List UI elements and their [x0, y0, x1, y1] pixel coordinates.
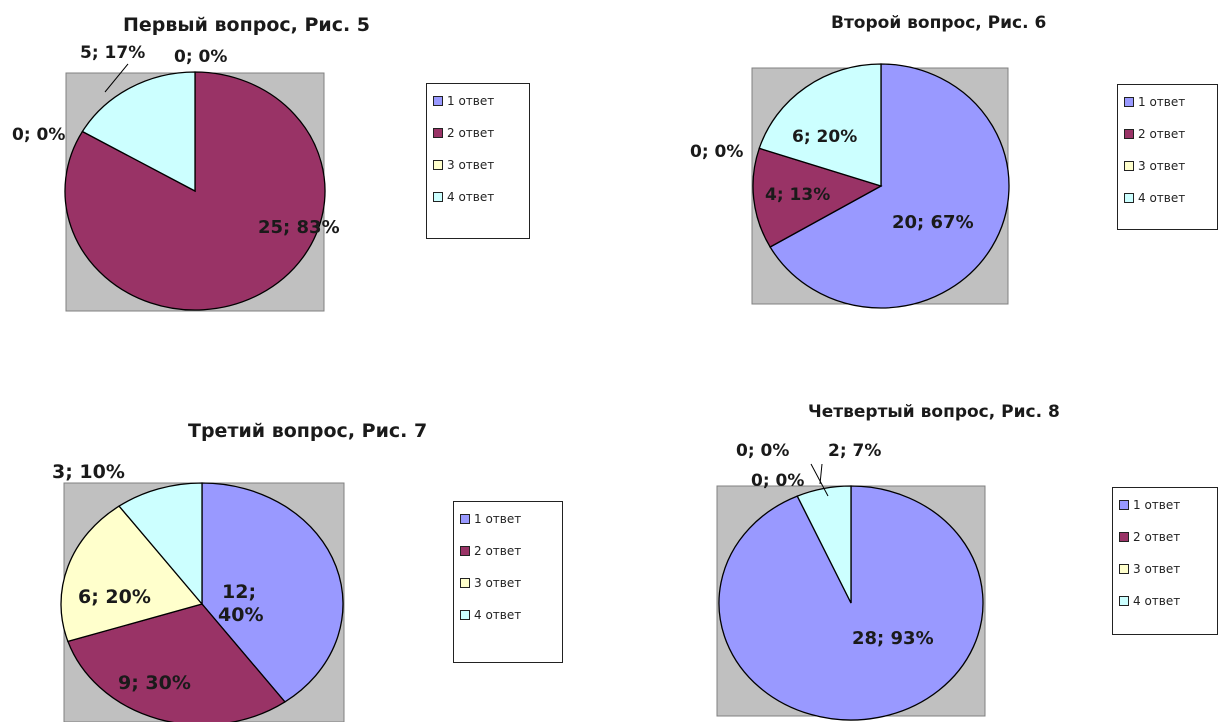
legend-item-answer3: 3 ответ: [1124, 159, 1211, 173]
pie-chart-2: 20; 67% 4; 13% 0; 0% 6; 20%: [690, 63, 1010, 309]
swatch-answer4: [433, 192, 443, 202]
data-label-3: 0; 0%: [12, 125, 65, 145]
chart-panel-3: Третий вопрос, Рис. 7 12; 40% 9; 30% 6; 20%…: [0, 380, 600, 722]
legend-item-answer3: 3 ответ: [433, 158, 523, 172]
legend-label: 2 ответ: [1133, 530, 1181, 544]
data-label-3: 0; 0%: [690, 142, 743, 162]
swatch-answer3: [1124, 161, 1134, 171]
legend-label: 3 ответ: [474, 576, 522, 590]
pie-chart-4: 28; 93% 0; 0% 0; 0% 2; 7%: [716, 441, 986, 721]
leader-line: [104, 63, 129, 93]
swatch-answer3: [433, 160, 443, 170]
pie-slice-4: [758, 63, 882, 187]
data-label-3: 6; 20%: [78, 586, 151, 608]
swatch-answer4: [460, 610, 470, 620]
legend-item-answer4: 4 ответ: [460, 608, 556, 622]
chart-panel-2: Второй вопрос, Рис. 6 20; 67% 4; 13% 0; 0%…: [600, 0, 1218, 340]
chart-title: Второй вопрос, Рис. 6: [831, 13, 1047, 33]
data-label-2: 0; 0%: [751, 471, 804, 491]
pie-slice-4: [81, 71, 196, 193]
swatch-answer1: [460, 514, 470, 524]
swatch-answer2: [1124, 129, 1134, 139]
data-label-2: 4; 13%: [765, 185, 830, 205]
pie-slice-1: [201, 482, 344, 703]
legend-item-answer2: 2 ответ: [460, 544, 556, 558]
legend-item-answer3: 3 ответ: [460, 576, 556, 590]
data-label-1: 12; 40%: [218, 581, 263, 626]
swatch-answer3: [460, 578, 470, 588]
legend-item-answer1: 1 ответ: [1124, 95, 1211, 109]
legend-item-answer2: 2 ответ: [1119, 530, 1211, 544]
legend-label: 1 ответ: [474, 512, 522, 526]
leader-line: [819, 463, 823, 485]
legend-label: 2 ответ: [447, 126, 495, 140]
leader-line: [810, 463, 829, 497]
legend-label: 2 ответ: [1138, 127, 1186, 141]
data-label-4: 3; 10%: [52, 461, 125, 483]
swatch-answer4: [1119, 596, 1129, 606]
pie-slice-3: [60, 505, 204, 643]
pie-slice-2: [67, 603, 286, 722]
chart-title: Первый вопрос, Рис. 5: [123, 14, 371, 36]
pie-slice-2: [752, 147, 883, 248]
pie-slice-1: [769, 63, 1010, 309]
legend-item-answer4: 4 ответ: [1124, 191, 1211, 205]
data-label-2: 9; 30%: [118, 672, 191, 694]
legend: 1 ответ 2 ответ 3 ответ 4 ответ: [453, 501, 563, 663]
swatch-answer4: [1124, 193, 1134, 203]
chart-panel-1: Первый вопрос, Рис. 5 0; 0% 25; 83% 0; 0% 5…: [0, 0, 600, 340]
legend-label: 3 ответ: [1138, 159, 1186, 173]
pie-chart-1: 0; 0% 25; 83% 0; 0% 5; 17%: [12, 43, 340, 312]
legend-label: 3 ответ: [1133, 562, 1181, 576]
data-label-1: 0; 0%: [174, 47, 227, 67]
pie-slice-4: [118, 482, 203, 606]
legend-label: 2 ответ: [474, 544, 522, 558]
chart-panel-4: Четвертый вопрос, Рис. 8 28; 93% 0; 0% 0; …: [600, 380, 1218, 722]
legend: 1 ответ 2 ответ 3 ответ 4 ответ: [426, 83, 530, 239]
legend-label: 4 ответ: [1138, 191, 1186, 205]
swatch-answer1: [1124, 97, 1134, 107]
legend: 1 ответ 2 ответ 3 ответ 4 ответ: [1117, 84, 1218, 230]
data-label-1: 20; 67%: [892, 212, 974, 233]
legend-label: 4 ответ: [447, 190, 495, 204]
legend-label: 4 ответ: [474, 608, 522, 622]
swatch-answer1: [433, 96, 443, 106]
legend-label: 1 ответ: [1133, 498, 1181, 512]
legend-item-answer2: 2 ответ: [1124, 127, 1211, 141]
swatch-answer3: [1119, 564, 1129, 574]
legend-item-answer1: 1 ответ: [460, 512, 556, 526]
legend-label: 3 ответ: [447, 158, 495, 172]
legend-item-answer4: 4 ответ: [1119, 594, 1211, 608]
data-label-3: 0; 0%: [736, 441, 789, 461]
data-label-4: 6; 20%: [792, 127, 857, 147]
legend-label: 4 ответ: [1133, 594, 1181, 608]
legend-item-answer1: 1 ответ: [1119, 498, 1211, 512]
chart-title: Третий вопрос, Рис. 7: [188, 420, 428, 442]
data-label-4: 2; 7%: [828, 441, 881, 461]
swatch-answer1: [1119, 500, 1129, 510]
pie-chart-3: 12; 40% 9; 30% 6; 20% 3; 10%: [52, 461, 345, 722]
swatch-answer2: [460, 546, 470, 556]
legend-label: 1 ответ: [1138, 95, 1186, 109]
legend-item-answer1: 1 ответ: [433, 94, 523, 108]
data-label-4: 5; 17%: [80, 43, 145, 63]
legend-item-answer4: 4 ответ: [433, 190, 523, 204]
data-label-2: 25; 83%: [258, 217, 340, 238]
legend-item-answer3: 3 ответ: [1119, 562, 1211, 576]
legend-label: 1 ответ: [447, 94, 495, 108]
swatch-answer2: [1119, 532, 1129, 542]
swatch-answer2: [433, 128, 443, 138]
data-label-1: 28; 93%: [852, 628, 934, 649]
legend-item-answer2: 2 ответ: [433, 126, 523, 140]
chart-title: Четвертый вопрос, Рис. 8: [808, 402, 1060, 422]
legend: 1 ответ 2 ответ 3 ответ 4 ответ: [1112, 487, 1218, 635]
